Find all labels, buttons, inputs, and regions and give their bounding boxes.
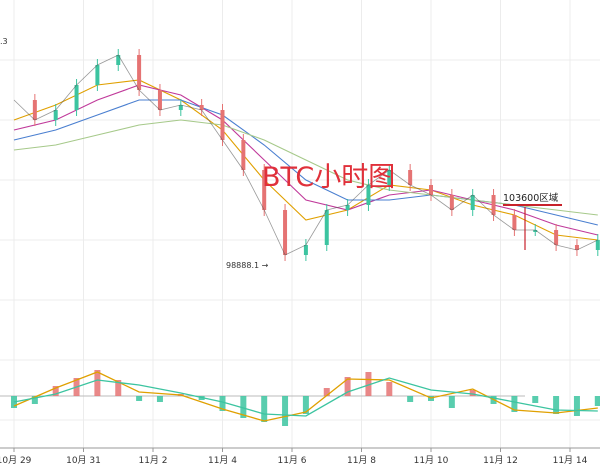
price-candle: [95, 65, 100, 85]
x-tick-label: 11月 4: [208, 455, 237, 466]
ma-line: [13, 84, 598, 236]
price-candle: [324, 210, 329, 245]
macd-histogram-bar: [156, 396, 163, 402]
price-series: [13, 49, 600, 261]
macd-histogram-bar: [94, 370, 101, 396]
price-candle: [262, 170, 267, 210]
macd-histogram-bar: [282, 396, 289, 426]
x-axis: 10月 29 10月 31 11月 2 11月 4 11月 6 11月 8 11月 10 11…: [0, 448, 588, 466]
macd-histogram-bar: [302, 396, 309, 414]
macd-histogram-bar: [240, 396, 247, 418]
price-candle: [470, 195, 475, 210]
x-tick-label: 11月 14: [553, 455, 588, 466]
macd-histogram-bar: [386, 382, 393, 396]
macd-histogram-bar: [115, 380, 122, 396]
price-candle: [554, 230, 559, 245]
macd-histogram-bar: [407, 396, 414, 402]
macd-panel: [0, 370, 600, 426]
macd-histogram-bar: [532, 396, 539, 403]
price-candle: [303, 245, 308, 255]
ma-line: [13, 79, 598, 241]
x-tick-label: 11月 8: [347, 455, 376, 466]
price-candle: [74, 85, 79, 110]
macd-histogram-bar: [323, 388, 330, 396]
price-candle: [533, 230, 538, 232]
macd-histogram-bar: [31, 396, 38, 404]
moving-average-lines: [13, 79, 598, 241]
price-candle: [512, 215, 517, 230]
high-label: .3: [0, 37, 8, 46]
price-candle: [116, 55, 121, 65]
price-candle: [157, 90, 162, 110]
price-candle: [32, 100, 37, 120]
macd-histogram-bar: [136, 396, 143, 401]
price-candle: [53, 110, 58, 120]
macd-dif-line: [13, 371, 598, 422]
chart-title: BTC小时图: [262, 162, 395, 193]
macd-histogram-bar: [448, 396, 455, 408]
price-candle: [178, 105, 183, 110]
macd-histogram-bar: [344, 377, 351, 396]
macd-histogram-bar: [261, 396, 268, 422]
macd-histogram-bar: [52, 386, 59, 396]
price-candle: [574, 245, 579, 250]
price-candle: [345, 205, 350, 210]
price-candle: [366, 185, 371, 205]
macd-histogram-bar: [365, 372, 372, 396]
macd-histogram-bar: [219, 396, 226, 411]
macd-histogram-bar: [511, 396, 518, 412]
x-tick-label: 11月 12: [483, 455, 518, 466]
ma-line: [13, 119, 598, 216]
price-line: [13, 54, 598, 256]
macd-histogram-bar: [573, 396, 580, 416]
grid: [0, 0, 600, 449]
price-candle: [491, 195, 496, 215]
low-label: 98888.1 →: [226, 261, 269, 270]
macd-histogram-bar: [469, 390, 476, 396]
price-candle: [220, 110, 225, 140]
x-tick-label: 10月 31: [66, 455, 101, 466]
macd-histogram-bar: [553, 396, 560, 414]
x-tick-label: 11月 2: [138, 455, 167, 466]
macd-histogram-bar: [594, 396, 600, 406]
price-candle: [241, 140, 246, 170]
price-candle: [408, 170, 413, 185]
price-candle: [283, 210, 288, 255]
x-tick-label: 11月 6: [277, 455, 306, 466]
price-candle: [449, 195, 454, 210]
price-candle: [199, 105, 204, 110]
price-candle: [387, 170, 392, 185]
zone-label: 103600区域: [503, 192, 559, 204]
macd-dea-line: [13, 377, 598, 417]
price-candle: [595, 240, 600, 250]
x-tick-label: 11月 10: [414, 455, 449, 466]
price-candle: [429, 185, 433, 195]
x-tick-label: 10月 29: [0, 455, 32, 466]
price-candle: [137, 55, 142, 90]
